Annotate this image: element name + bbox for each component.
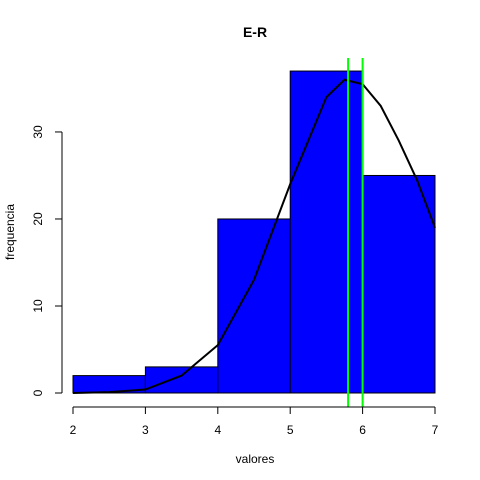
histogram-bar-4	[289, 70, 364, 394]
y-axis-label: frequencia	[3, 204, 17, 260]
y-tick-label-20: 20	[31, 212, 45, 226]
x-tick-label-3: 3	[142, 423, 149, 437]
x-tick-label-7: 7	[432, 423, 439, 437]
x-axis-label: valores	[236, 452, 275, 466]
x-tick-label-4: 4	[214, 423, 221, 437]
density-curve	[72, 78, 436, 394]
y-tick-label-0: 0	[31, 389, 45, 396]
histogram-bar-2	[144, 366, 219, 394]
histogram-bar-3	[217, 218, 291, 394]
x-tick-label-5: 5	[287, 423, 294, 437]
histogram-bar-5	[362, 174, 436, 394]
y-tick-label-10: 10	[31, 299, 45, 313]
plot-area: 2 3 4 5 6 7 0 10 20 30	[31, 58, 439, 437]
y-tick-label-30: 30	[31, 125, 45, 139]
x-tick-label-2: 2	[70, 423, 77, 437]
chart-title: E-R	[243, 24, 267, 40]
x-tick-label-6: 6	[359, 423, 366, 437]
